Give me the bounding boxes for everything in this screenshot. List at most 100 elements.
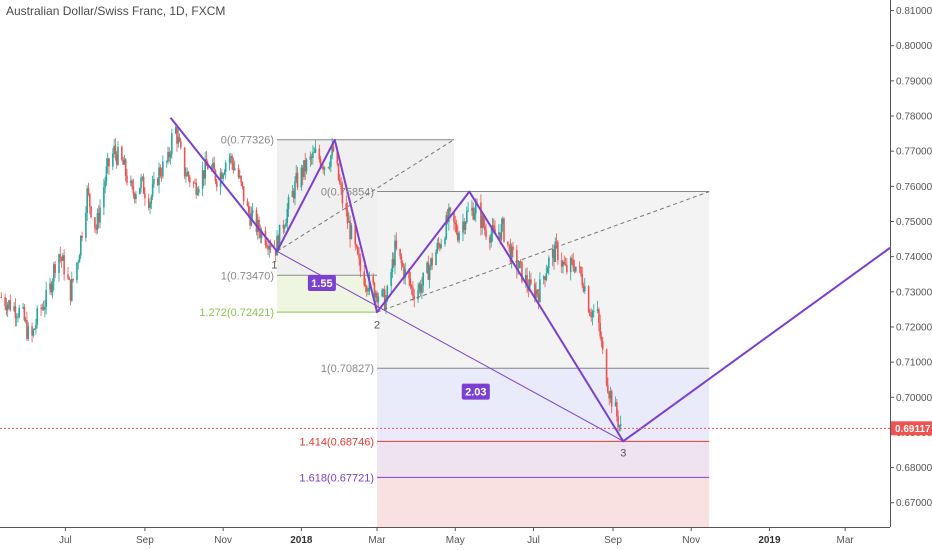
candle-body (267, 246, 269, 250)
candle-body (589, 312, 591, 316)
candle-body (364, 285, 367, 287)
candle-body (426, 262, 428, 273)
candle-body (492, 225, 495, 230)
candle-body (381, 289, 383, 297)
candle-body (346, 210, 349, 223)
candle-body (180, 141, 182, 148)
candle-body (268, 245, 271, 250)
candle-body (554, 241, 557, 262)
y-tick-label: 0.70000 (896, 393, 932, 404)
candle-body (124, 159, 127, 176)
ratio-badge (461, 383, 490, 400)
candle-body (466, 211, 468, 223)
candle-body (355, 244, 358, 247)
candle-body (383, 289, 386, 310)
candle-body (96, 212, 99, 230)
candle-body (215, 181, 218, 187)
candle-body (40, 308, 42, 310)
y-tick-label: 0.71000 (896, 358, 932, 369)
chart-title: Australian Dollar/Swiss Franc, 1D, FXCM (6, 4, 226, 18)
candle-body (400, 256, 403, 263)
wave-point-label: 3 (620, 448, 626, 460)
candle-body (535, 289, 537, 298)
candle-body (188, 177, 191, 183)
candle-body (201, 170, 204, 189)
candle-body (305, 159, 308, 172)
candle-body (130, 180, 132, 183)
candle-body (457, 233, 459, 241)
candle-body (239, 176, 241, 178)
candle-body (516, 250, 518, 270)
candle-body (49, 283, 51, 290)
candle-body (94, 217, 96, 228)
candle-body (300, 167, 303, 188)
wave-point-label: 2 (374, 319, 380, 331)
fib-band (377, 441, 710, 478)
y-tick-label: 0.73000 (896, 287, 932, 298)
candle-body (240, 176, 242, 182)
candle-body (591, 311, 594, 318)
candle-body (303, 160, 305, 178)
candle-body (566, 264, 568, 273)
candle-body (608, 392, 610, 399)
candle-body (454, 222, 457, 225)
candle-body (449, 207, 451, 212)
candle-body (599, 322, 601, 337)
candle-body (377, 296, 380, 303)
candle-body (97, 212, 100, 223)
candle-body (212, 162, 214, 168)
candle-body (133, 193, 136, 200)
fib-band (377, 368, 710, 442)
candle-body (51, 281, 54, 293)
candle-body (310, 156, 313, 158)
candle-body (445, 215, 448, 239)
candle-body (439, 244, 441, 249)
candle-body (276, 235, 278, 256)
candle-body (365, 286, 368, 292)
candle-body (162, 161, 164, 177)
candle-body (33, 328, 36, 330)
candle-body (314, 148, 317, 153)
candle-body (321, 166, 323, 168)
candle-body (121, 146, 123, 160)
candle-body (301, 167, 304, 178)
candle-body (533, 283, 536, 298)
x-tick-label: Mar (368, 535, 386, 546)
candle-body (23, 306, 26, 321)
candle-body (295, 172, 298, 182)
candle-body (126, 175, 128, 183)
candle-body (395, 240, 398, 249)
candle-body (403, 266, 405, 279)
candle-body (571, 258, 573, 261)
candle-body (5, 305, 8, 311)
candle-body (573, 267, 576, 272)
candle-body (490, 234, 492, 243)
candle-body (382, 289, 385, 291)
candle-body (376, 292, 378, 303)
candle-body (483, 226, 486, 231)
candle-body (372, 276, 374, 283)
candle-body (419, 284, 422, 293)
candle-body (150, 196, 153, 204)
candle-body (578, 266, 581, 268)
fib-level-label: 0(0.75854) (321, 186, 374, 198)
candle-body (453, 211, 455, 223)
fib-level-label: 1.618(0.67721) (299, 472, 374, 484)
y-tick-label: 0.74000 (896, 252, 932, 263)
candle-body (32, 329, 35, 336)
candle-body (401, 262, 404, 267)
candle-body (105, 166, 108, 182)
candle-body (427, 262, 430, 280)
candle-body (374, 292, 377, 298)
candle-body (85, 212, 87, 238)
candle-body (14, 306, 17, 318)
candle-body (63, 255, 65, 275)
candle-body (177, 137, 180, 144)
candle-body (614, 402, 617, 407)
candle-body (233, 168, 236, 170)
candle-body (590, 315, 592, 318)
candle-body (296, 172, 299, 188)
x-tick-label: 2018 (290, 535, 313, 546)
